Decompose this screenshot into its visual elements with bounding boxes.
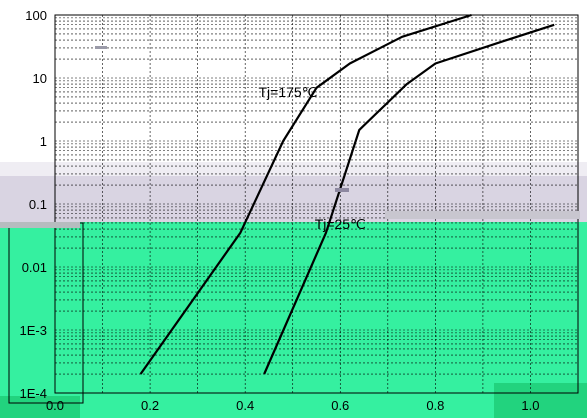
series-line-1 <box>139 13 472 375</box>
x-tick-label: 0.4 <box>236 398 254 413</box>
y-tick-label: 10 <box>33 71 47 86</box>
annotation-2: Tj=25℃ <box>315 216 366 232</box>
y-tick-labels: 1E-4 1E-3 0.01 0.1 1 10 100 <box>20 8 47 401</box>
y-tick-label: 1 <box>40 134 47 149</box>
y-tick-label: 100 <box>25 8 47 23</box>
artifact-strip <box>385 211 580 219</box>
annotation-1: Tj=175℃ <box>259 84 318 100</box>
x-tick-labels: 0.0 0.2 0.4 0.6 0.8 1.0 <box>46 398 540 413</box>
y-tick-label: 0.1 <box>29 197 47 212</box>
artifact-strip <box>0 222 80 228</box>
annotation-group: Tj=175℃ Tj=25℃ <box>259 84 366 232</box>
x-tick-label: 0.2 <box>141 398 159 413</box>
series-group <box>139 13 555 375</box>
band-green-right <box>494 383 587 418</box>
y-tick-label: 1E-3 <box>20 323 47 338</box>
x-tick-label: 0.8 <box>426 398 444 413</box>
artifact-mark <box>95 46 107 49</box>
plot-frame <box>54 14 579 394</box>
series-line-2 <box>263 23 555 375</box>
x-tick-label: 0.0 <box>46 398 64 413</box>
band-lavender-top <box>0 162 587 176</box>
grid <box>55 15 578 393</box>
x-tick-label: 1.0 <box>521 398 539 413</box>
band-teal <box>0 222 587 418</box>
y-tick-label: 0.01 <box>22 260 47 275</box>
x-tick-label: 0.6 <box>331 398 349 413</box>
y-tick-label: 1E-4 <box>20 386 47 401</box>
band-green-left <box>0 396 80 418</box>
artifact-mark <box>335 188 349 192</box>
